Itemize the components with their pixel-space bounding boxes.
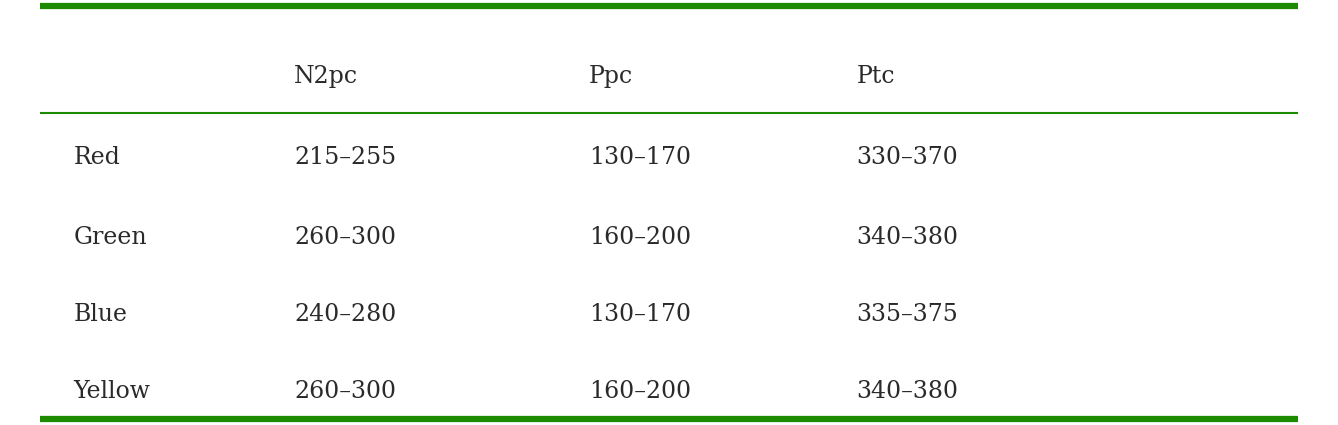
Text: 260–300: 260–300 — [294, 380, 396, 402]
Text: 160–200: 160–200 — [589, 227, 690, 249]
Text: Yellow: Yellow — [74, 380, 151, 402]
Text: Ptc: Ptc — [856, 65, 895, 88]
Text: 260–300: 260–300 — [294, 227, 396, 249]
Text: 130–170: 130–170 — [589, 146, 690, 169]
Text: 130–170: 130–170 — [589, 303, 690, 326]
Text: Blue: Blue — [74, 303, 127, 326]
Text: 215–255: 215–255 — [294, 146, 396, 169]
Text: Ppc: Ppc — [589, 65, 633, 88]
Text: 240–280: 240–280 — [294, 303, 396, 326]
Text: N2pc: N2pc — [294, 65, 359, 88]
Text: 335–375: 335–375 — [856, 303, 958, 326]
Text: Green: Green — [74, 227, 147, 249]
Text: Red: Red — [74, 146, 120, 169]
Text: 160–200: 160–200 — [589, 380, 690, 402]
Text: 330–370: 330–370 — [856, 146, 958, 169]
Text: 340–380: 340–380 — [856, 227, 958, 249]
Text: 340–380: 340–380 — [856, 380, 958, 402]
